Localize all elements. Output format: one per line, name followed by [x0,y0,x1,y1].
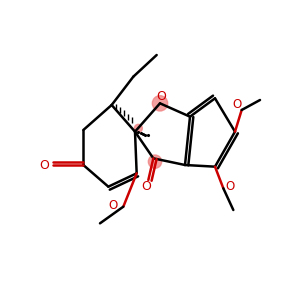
Circle shape [148,155,162,168]
Circle shape [134,124,142,132]
Text: O: O [232,98,241,110]
Text: O: O [157,90,166,103]
Text: O: O [39,158,49,172]
Text: O: O [142,180,152,193]
Circle shape [152,96,168,111]
Text: O: O [109,199,118,212]
Text: O: O [225,180,235,193]
